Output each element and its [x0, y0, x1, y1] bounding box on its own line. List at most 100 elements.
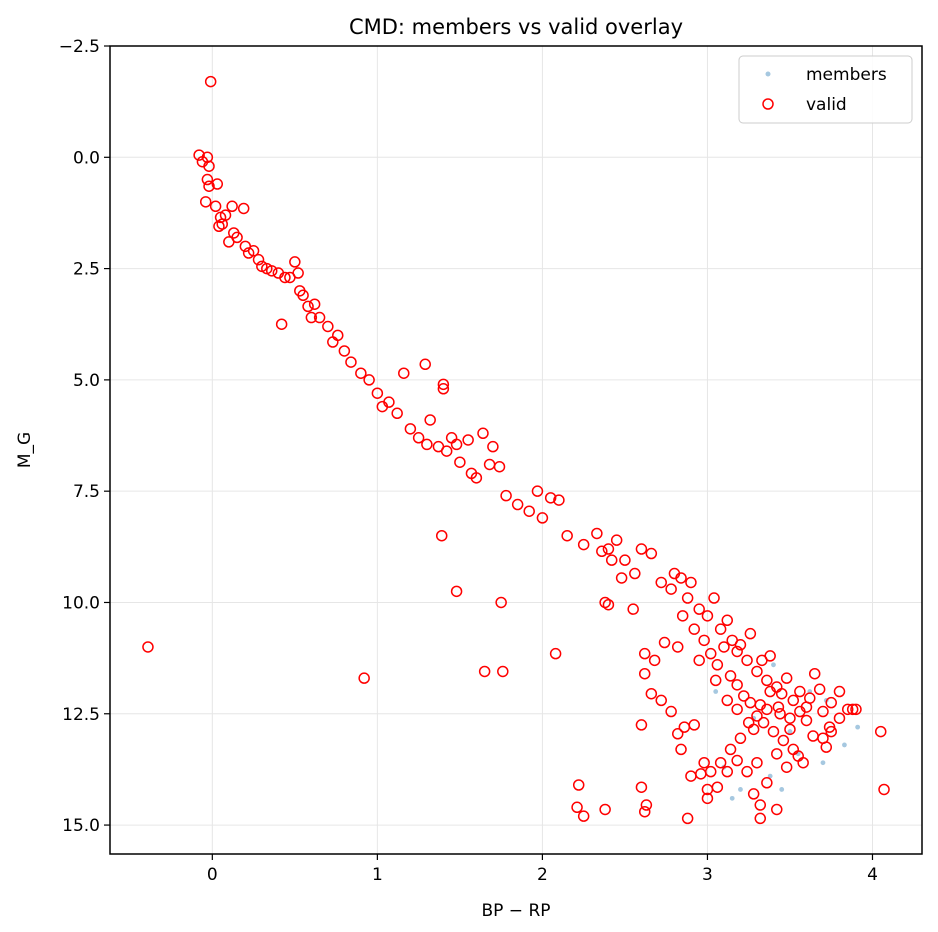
members-point	[787, 729, 793, 734]
valid-point	[252, 253, 265, 266]
valid-point	[754, 799, 767, 811]
valid-point	[817, 705, 829, 718]
valid-point	[775, 687, 788, 700]
valid-point	[734, 639, 747, 651]
valid-point	[804, 692, 816, 704]
axis-ticks: 0 1 2 3 4 −2.5 0.0 2.5 5.0 7.5 10.0 12.5 15.0	[59, 37, 878, 885]
valid-point	[279, 271, 291, 284]
valid-point	[142, 641, 154, 653]
valid-point	[477, 427, 489, 440]
valid-point	[671, 641, 684, 653]
valid-point	[742, 716, 755, 729]
valid-point	[610, 534, 623, 546]
x-tick-label: 2	[537, 865, 548, 885]
valid-point	[747, 788, 760, 800]
members-point	[767, 773, 773, 779]
chart-title: CMD: members vs valid overlay	[349, 15, 683, 39]
valid-point	[718, 641, 730, 653]
valid-point	[237, 202, 250, 215]
valid-point	[701, 610, 714, 622]
valid-point	[615, 572, 628, 584]
valid-point	[640, 799, 653, 811]
valid-point	[761, 674, 773, 687]
valid-point	[698, 756, 710, 769]
valid-point	[645, 547, 658, 560]
y-tick-label: 15.0	[62, 816, 100, 836]
valid-point	[771, 803, 783, 816]
valid-point	[511, 498, 524, 511]
valid-point	[302, 300, 314, 313]
valid-point	[231, 231, 243, 244]
valid-point	[383, 396, 395, 408]
valid-point	[470, 472, 483, 484]
valid-point	[780, 761, 793, 773]
valid-point	[665, 705, 677, 718]
x-tick-label: 1	[372, 865, 383, 885]
valid-point	[645, 687, 658, 700]
valid-point	[602, 543, 615, 555]
valid-point	[398, 367, 410, 379]
legend-members-label: members	[806, 65, 887, 85]
valid-point	[404, 423, 417, 435]
valid-point	[708, 592, 720, 604]
valid-point	[792, 750, 804, 762]
valid-point	[724, 670, 737, 682]
valid-point	[874, 725, 887, 738]
valid-point	[721, 614, 734, 627]
valid-point	[754, 699, 767, 711]
valid-point	[345, 356, 357, 368]
valid-point	[648, 654, 661, 667]
valid-point	[714, 623, 727, 635]
valid-point	[322, 320, 334, 333]
x-tick-label: 4	[867, 865, 878, 885]
legend-valid-marker	[762, 98, 774, 110]
valid-point	[591, 527, 603, 540]
valid-point	[757, 716, 770, 729]
x-tick-label: 0	[207, 865, 218, 885]
valid-point	[764, 650, 776, 662]
valid-point	[741, 654, 753, 667]
valid-point	[701, 792, 714, 805]
legend: members valid	[738, 55, 913, 124]
valid-point	[780, 672, 793, 684]
valid-point	[265, 265, 278, 277]
valid-point	[731, 679, 743, 691]
valid-point	[800, 714, 813, 727]
valid-point	[226, 200, 238, 213]
valid-point	[355, 367, 367, 379]
valid-point	[825, 696, 837, 709]
valid-point	[454, 456, 466, 468]
valid-point	[553, 494, 565, 506]
members-series	[713, 662, 861, 801]
valid-point	[635, 781, 648, 793]
x-axis-label: BP − RP	[481, 901, 550, 921]
valid-point	[599, 803, 611, 816]
valid-point	[754, 812, 767, 825]
valid-point	[823, 721, 836, 733]
valid-point	[209, 200, 222, 213]
valid-point	[308, 298, 321, 310]
valid-point	[638, 647, 651, 660]
valid-point	[841, 703, 854, 716]
valid-point	[681, 592, 694, 604]
valid-point	[437, 378, 450, 391]
valid-point	[698, 634, 710, 647]
valid-point	[685, 576, 697, 589]
valid-point	[305, 311, 318, 324]
valid-point	[655, 576, 667, 589]
valid-point	[693, 603, 705, 615]
valid-point	[219, 209, 232, 221]
valid-point	[571, 801, 583, 814]
members-point	[738, 787, 743, 792]
valid-point	[500, 489, 512, 502]
valid-point	[813, 683, 826, 696]
y-tick-label: 0.0	[73, 148, 100, 168]
valid-point	[203, 160, 215, 172]
valid-point	[771, 748, 783, 760]
valid-point	[671, 728, 684, 740]
valid-point	[435, 529, 448, 542]
valid-point	[424, 414, 436, 426]
valid-point	[751, 756, 763, 769]
valid-point	[478, 665, 491, 678]
